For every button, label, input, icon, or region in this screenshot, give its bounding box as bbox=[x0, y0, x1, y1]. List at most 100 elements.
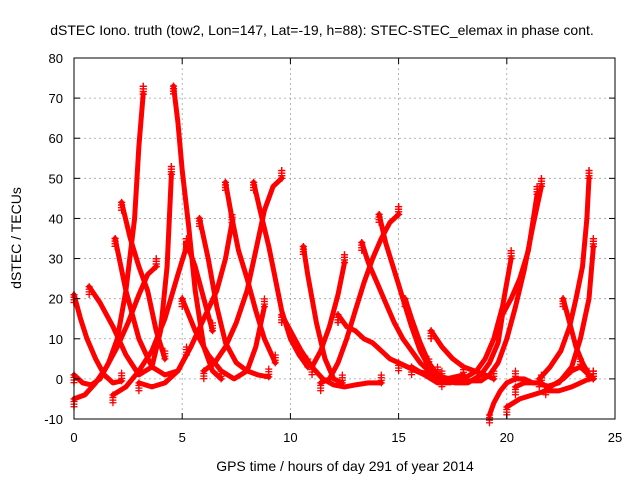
series-line bbox=[560, 296, 596, 382]
data-point bbox=[271, 351, 279, 359]
series-line bbox=[504, 376, 596, 410]
axis-ticks: 0 5 10 15 20 25 -10 0 10 20 30 40 50 60 70 80 bbox=[44, 51, 622, 445]
series-line bbox=[71, 292, 125, 386]
series-line bbox=[359, 240, 441, 378]
series-line bbox=[179, 296, 267, 382]
data-point bbox=[511, 367, 519, 375]
x-tick-label: 0 bbox=[70, 430, 77, 445]
series-line bbox=[136, 220, 235, 390]
data-point bbox=[139, 82, 147, 90]
y-tick-label: 60 bbox=[49, 131, 63, 146]
data-point bbox=[533, 183, 541, 191]
data-point bbox=[401, 302, 409, 310]
data-point bbox=[377, 371, 385, 379]
data-point bbox=[118, 369, 126, 377]
x-tick-label: 20 bbox=[500, 430, 514, 445]
series-line bbox=[110, 244, 189, 398]
series-arc1 bbox=[70, 82, 147, 388]
series-arc11 bbox=[183, 239, 216, 335]
data-point bbox=[109, 399, 117, 407]
data-point bbox=[511, 391, 519, 399]
data-point bbox=[589, 235, 597, 243]
plot-frame bbox=[73, 57, 616, 420]
series-arc29 bbox=[503, 367, 597, 419]
data-point bbox=[438, 367, 446, 375]
data-point bbox=[250, 186, 258, 194]
data-point bbox=[152, 255, 160, 263]
series-line bbox=[543, 244, 596, 390]
data-point bbox=[341, 251, 348, 259]
series-line bbox=[309, 260, 347, 370]
series-line bbox=[184, 240, 215, 334]
series-arc18 bbox=[308, 251, 348, 379]
data-point bbox=[589, 367, 597, 375]
grid bbox=[74, 58, 615, 419]
y-tick-label: 70 bbox=[49, 91, 63, 106]
data-point bbox=[338, 371, 346, 379]
series-arc27 bbox=[438, 183, 541, 391]
y-tick-label: 50 bbox=[49, 171, 63, 186]
data-point bbox=[434, 363, 442, 371]
y-tick-label: 0 bbox=[56, 372, 63, 387]
series-arc13 bbox=[221, 178, 279, 367]
data-point bbox=[542, 391, 550, 399]
series-line bbox=[409, 256, 514, 386]
data-point bbox=[167, 163, 175, 171]
series-arc19 bbox=[317, 203, 403, 395]
x-tick-label: 25 bbox=[608, 430, 622, 445]
y-axis-title: dSTEC / TECUs bbox=[8, 187, 24, 289]
series-line bbox=[201, 175, 285, 374]
y-tick-label: -10 bbox=[44, 412, 63, 427]
data-point bbox=[135, 387, 143, 395]
data-point bbox=[485, 419, 493, 427]
series-line bbox=[86, 171, 174, 378]
data-point bbox=[196, 222, 204, 230]
data-point bbox=[161, 347, 169, 355]
data-point bbox=[178, 302, 186, 310]
data-point bbox=[200, 375, 208, 383]
x-tick-label: 5 bbox=[179, 430, 186, 445]
series-arc26 bbox=[408, 247, 515, 386]
series-arc15 bbox=[178, 295, 268, 382]
series-arc33 bbox=[542, 235, 597, 399]
data-point bbox=[317, 387, 325, 395]
y-tick-label: 40 bbox=[49, 211, 63, 226]
series-arc10 bbox=[196, 214, 273, 381]
series-line bbox=[439, 191, 540, 386]
data-point bbox=[170, 90, 178, 98]
data-point bbox=[221, 186, 229, 194]
data-point bbox=[438, 383, 446, 391]
data-point bbox=[334, 319, 342, 327]
data-point bbox=[358, 246, 366, 254]
data-point bbox=[278, 319, 286, 327]
data-point bbox=[299, 250, 307, 258]
series-arc4 bbox=[85, 163, 175, 378]
x-axis-title: GPS time / hours of day 291 of year 2014 bbox=[216, 458, 474, 474]
data-point bbox=[408, 371, 416, 379]
y-tick-label: 80 bbox=[49, 51, 63, 66]
series-line bbox=[197, 215, 272, 380]
data-point bbox=[535, 383, 543, 391]
data-point bbox=[265, 365, 273, 373]
y-tick-label: 20 bbox=[49, 292, 63, 307]
data-point bbox=[118, 206, 126, 214]
y-tick-label: 30 bbox=[49, 252, 63, 267]
series-line bbox=[318, 211, 402, 386]
x-tick-label: 15 bbox=[391, 430, 405, 445]
data-point bbox=[260, 295, 268, 303]
series-line bbox=[223, 179, 278, 366]
data-point bbox=[85, 290, 93, 298]
data-point bbox=[427, 335, 435, 343]
series-arc17 bbox=[299, 243, 346, 387]
data-point bbox=[395, 203, 403, 211]
series-line bbox=[300, 244, 345, 386]
data-point bbox=[183, 246, 191, 254]
series-layer bbox=[70, 82, 597, 427]
data-point bbox=[537, 175, 545, 183]
series-arc12 bbox=[200, 167, 286, 383]
data-point bbox=[559, 302, 567, 310]
data-point bbox=[278, 167, 286, 175]
x-tick-label: 10 bbox=[283, 430, 297, 445]
y-tick-label: 10 bbox=[49, 332, 63, 347]
